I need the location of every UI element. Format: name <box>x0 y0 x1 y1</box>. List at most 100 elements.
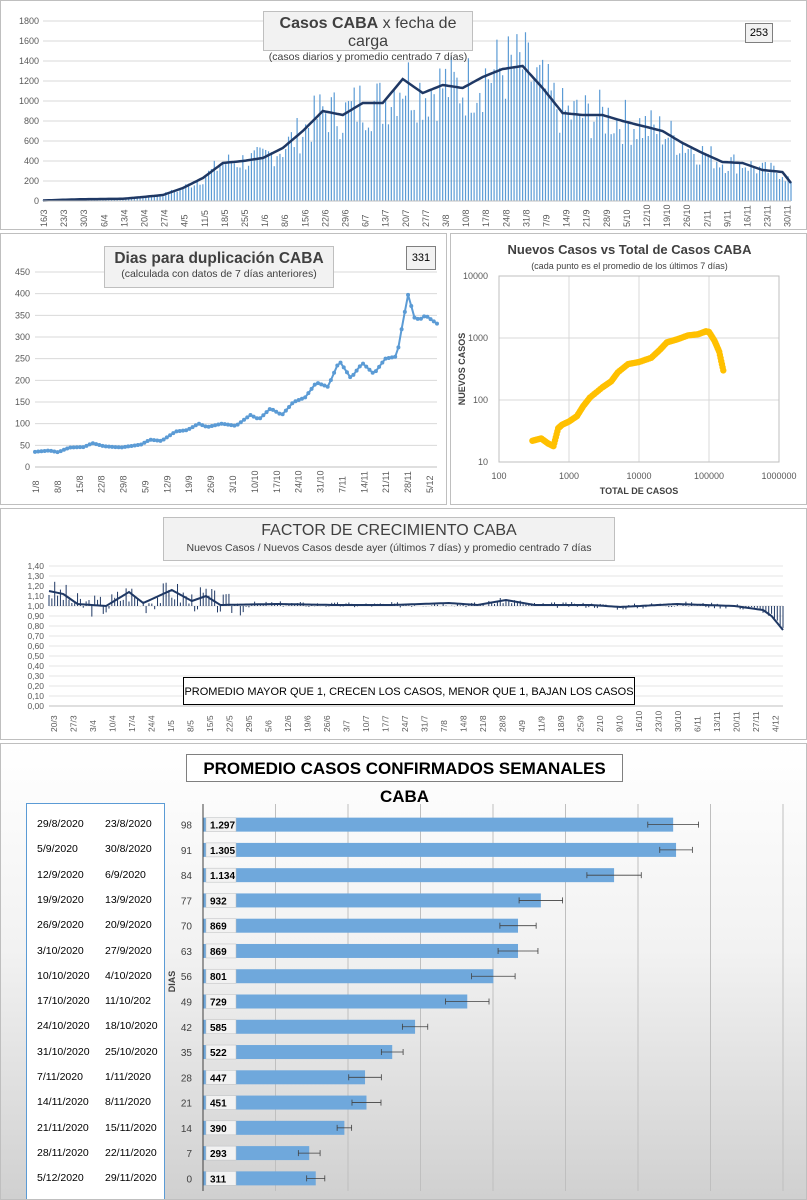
bar-value-label: 293 <box>210 1149 227 1160</box>
doubling-point <box>145 438 150 443</box>
y-tick-label: 1200 <box>19 76 39 86</box>
y-tick-label: 1600 <box>19 36 39 46</box>
bar-value-label: 869 <box>210 922 227 933</box>
doubling-point <box>364 364 369 369</box>
x-tick-label: 29/6 <box>341 209 351 227</box>
doubling-point <box>106 444 111 449</box>
doubling-point <box>49 448 54 453</box>
y-tick-label: 450 <box>15 267 30 277</box>
daily-cases-subtitle: (casos diarios y promedio centrado 7 día… <box>268 51 468 63</box>
dias-tick-label: 28 <box>181 1073 193 1084</box>
new-vs-total-plot: 100 1000 10000 100000 100000010100100010000T… <box>457 271 797 496</box>
x-tick-label: 10/7 <box>361 715 371 732</box>
y-tick-label: 0,90 <box>27 611 44 621</box>
date-start: 30/8/2020 <box>105 843 152 856</box>
x-tick-label: 16/11 <box>743 205 753 227</box>
date-start: 27/9/2020 <box>105 944 152 957</box>
x-tick-label: 23/10 <box>654 710 664 732</box>
x-tick-label: 11/9 <box>537 716 547 732</box>
doubling-point <box>264 410 269 415</box>
x-tick-label: 14/11 <box>359 471 369 493</box>
doubling-point <box>213 423 218 428</box>
doubling-point <box>116 445 121 450</box>
date-end: 24/10/2020 <box>37 1020 90 1033</box>
x-tick-label: 9/10 <box>615 715 625 732</box>
chart-weekly-average: -2004006008001.0001.2001.4001.6001.29798… <box>0 743 807 1200</box>
dias-tick-label: 14 <box>181 1124 193 1135</box>
y-tick-label: 0,10 <box>27 691 44 701</box>
date-end: 5/9/2020 <box>37 843 78 856</box>
dias-tick-label: 42 <box>181 1023 193 1034</box>
doubling-point <box>90 441 95 446</box>
bar-value-label: 1.305 <box>210 846 235 857</box>
x-tick-label: 31/8 <box>521 209 531 227</box>
doubling-point <box>312 382 317 387</box>
doubling-point <box>132 443 137 448</box>
date-start: 22/11/2020 <box>105 1146 157 1159</box>
x-tick-label: 31/7 <box>420 715 430 732</box>
weekly-bar <box>203 1045 393 1060</box>
date-start: 15/11/2020 <box>105 1121 157 1134</box>
x-tick-label: 6/7 <box>361 214 371 227</box>
y-tick-label: 250 <box>15 354 30 364</box>
x-tick-label: 21/11 <box>381 471 391 493</box>
bar-value-label: 1.297 <box>210 821 235 832</box>
doubling-point <box>126 444 131 449</box>
x-tick-label: 7/8 <box>439 720 449 732</box>
doubling-point <box>180 428 185 433</box>
x-tick-label: 8/5 <box>186 720 196 732</box>
growth-title-box: FACTOR DE CRECIMIENTO CABA Nuevos Casos … <box>163 517 615 561</box>
date-end: 10/10/2020 <box>37 969 90 982</box>
doubling-point <box>68 445 73 450</box>
doubling-point <box>316 381 321 386</box>
x-tick-label: 24/4 <box>147 715 157 732</box>
dias-tick-label: 70 <box>181 922 193 933</box>
y-tick-label: 200 <box>15 375 30 385</box>
average-line <box>42 64 792 202</box>
doubling-point <box>370 370 375 375</box>
y-tick-label: 100 <box>15 419 30 429</box>
date-end: 14/11/2020 <box>37 1096 89 1109</box>
x-tick-label: 1000000 <box>761 471 796 481</box>
doubling-point <box>242 417 247 422</box>
doubling-point <box>36 449 41 454</box>
x-tick-label: 3/4 <box>88 720 98 732</box>
weekly-bar <box>203 868 615 883</box>
doubling-point <box>187 426 192 431</box>
doubling-point <box>344 370 349 375</box>
doubling-point <box>274 409 279 414</box>
x-tick-label: 17/10 <box>272 470 282 493</box>
y-tick-label: 1,10 <box>27 591 44 601</box>
bar-value-box <box>205 817 237 832</box>
doubling-point <box>135 442 140 447</box>
x-tick-label: 10000 <box>626 471 651 481</box>
doubling-point <box>306 391 311 396</box>
doubling-point <box>245 415 250 420</box>
doubling-point <box>142 440 147 445</box>
doubling-point <box>219 421 224 426</box>
doubling-point <box>338 360 343 365</box>
daily-cases-title-bold: Casos CABA <box>279 15 379 32</box>
x-tick-label: 27/7 <box>421 209 431 227</box>
doubling-point <box>309 386 314 391</box>
bar-value-box <box>205 1070 237 1085</box>
x-tick-label: 7/11 <box>337 476 347 493</box>
y-tick-label: 150 <box>15 397 30 407</box>
x-tick-label: 12/6 <box>283 715 293 732</box>
x-tick-label: 24/7 <box>400 715 410 732</box>
date-start: 23/8/2020 <box>105 818 152 830</box>
dias-tick-label: 84 <box>181 871 193 882</box>
weekly-bar <box>203 842 677 857</box>
weekly-bar <box>203 1120 345 1135</box>
date-end: 28/11/2020 <box>37 1146 89 1159</box>
x-tick-label: 20/11 <box>732 711 742 732</box>
date-row: 29/8/2020 23/8/2020 <box>27 814 166 836</box>
dias-tick-label: 0 <box>186 1174 192 1185</box>
factor-average-line <box>48 588 784 631</box>
x-tick-label: 11/5 <box>200 210 210 227</box>
dias-tick-label: 91 <box>181 846 193 857</box>
x-tick-label: 21/9 <box>582 209 592 227</box>
date-start: 20/9/2020 <box>105 919 152 932</box>
bar-value-label: 390 <box>210 1124 227 1135</box>
x-tick-label: 28/9 <box>602 209 612 227</box>
